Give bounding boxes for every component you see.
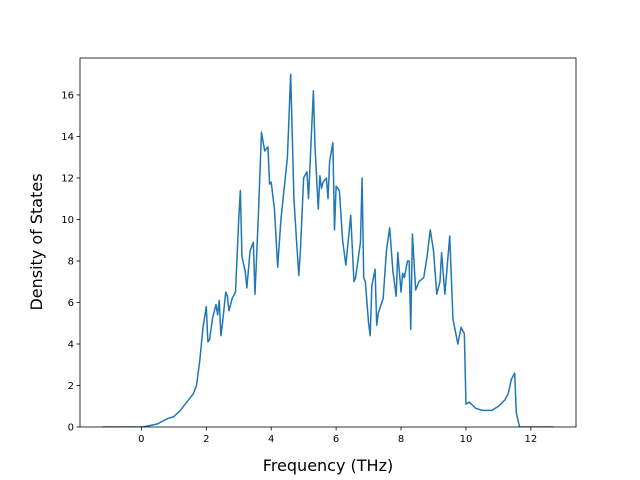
- y-tick-label: 10: [61, 215, 74, 226]
- x-tick-label: 12: [525, 434, 538, 445]
- x-tick-label: 8: [398, 434, 404, 445]
- x-tick-label: 2: [203, 434, 209, 445]
- x-tick-label: 10: [460, 434, 473, 445]
- y-tick-label: 4: [68, 339, 74, 350]
- x-tick-label: 0: [138, 434, 144, 445]
- y-tick-label: 2: [68, 381, 74, 392]
- y-tick-label: 14: [61, 132, 74, 143]
- x-axis-label: Frequency (THz): [263, 456, 393, 475]
- line: [102, 73, 554, 427]
- x-tick-label: 4: [268, 434, 274, 445]
- y-axis-label: Density of States: [27, 173, 46, 310]
- plot-frame: [79, 57, 577, 428]
- y-tick-label: 12: [61, 173, 74, 184]
- y-tick-label: 8: [68, 256, 74, 267]
- x-tick-label: 6: [333, 434, 339, 445]
- y-tick-label: 6: [68, 298, 74, 309]
- y-tick-label: 0: [68, 423, 74, 434]
- y-tick-label: 16: [61, 90, 74, 101]
